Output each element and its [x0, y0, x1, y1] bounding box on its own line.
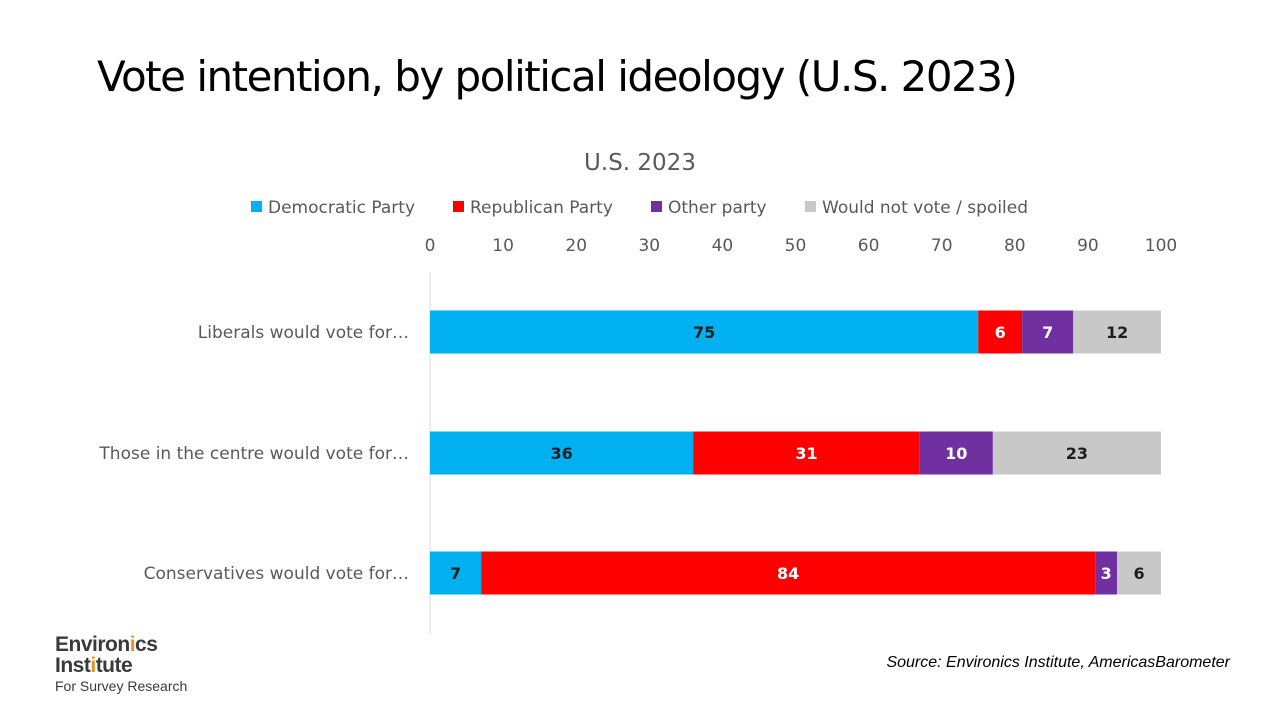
x-tick-label-80: 80	[1004, 236, 1026, 256]
legend-label-4: Would not vote / spoiled	[822, 198, 1028, 218]
x-tick-label-20: 20	[565, 236, 587, 256]
x-tick-label-100: 100	[1145, 236, 1177, 256]
x-tick-label-30: 30	[638, 236, 660, 256]
environics-logo: Environics Institute For Survey Research	[55, 634, 187, 693]
data-label: 6	[995, 323, 1006, 342]
bar-segment	[430, 551, 482, 595]
data-label: 10	[945, 444, 967, 463]
data-label: 7	[1042, 323, 1053, 342]
legend-label-3: Other party	[668, 198, 767, 218]
category-label-3: Conservatives would vote for…	[144, 564, 409, 584]
logo-line-1: Environics	[55, 633, 158, 656]
data-label: 6	[1133, 564, 1144, 583]
x-tick-label-60: 60	[858, 236, 880, 256]
legend-swatch-4	[805, 201, 816, 212]
bar-segment	[481, 551, 1096, 595]
x-tick-label-10: 10	[492, 236, 514, 256]
bar-segment	[430, 310, 979, 354]
bar-segment	[978, 310, 1023, 354]
source-note: Source: Environics Institute, AmericasBa…	[886, 654, 1230, 671]
bar-segment	[992, 431, 1161, 475]
category-label-1: Liberals would vote for…	[198, 323, 409, 343]
legend-label-2: Republican Party	[470, 198, 613, 218]
slide-title: Vote intention, by political ideology (U…	[97, 52, 1018, 101]
legend-label-1: Democratic Party	[268, 198, 415, 218]
x-tick-label-50: 50	[785, 236, 807, 256]
logo-line-3: For Survey Research	[55, 678, 188, 694]
data-label: 75	[693, 323, 715, 342]
legend-swatch-2	[453, 201, 464, 212]
bar-segment	[1073, 310, 1161, 354]
data-label: 12	[1106, 323, 1128, 342]
bar-segment	[693, 431, 920, 475]
legend-swatch-3	[651, 201, 662, 212]
x-tick-label-40: 40	[712, 236, 734, 256]
bar-segment	[1117, 551, 1161, 595]
legend-swatch-1	[251, 201, 262, 212]
data-label: 23	[1066, 444, 1088, 463]
bar-segment	[919, 431, 993, 475]
data-label: 31	[795, 444, 817, 463]
bar-segment	[430, 431, 694, 475]
data-label: 36	[550, 444, 572, 463]
category-label-2: Those in the centre would vote for…	[98, 444, 409, 464]
x-tick-label-0: 0	[425, 236, 436, 256]
bar-segment	[1022, 310, 1074, 354]
data-label: 3	[1101, 564, 1112, 583]
x-tick-label-70: 70	[931, 236, 953, 256]
chart-title: U.S. 2023	[584, 150, 696, 176]
data-label: 84	[777, 564, 799, 583]
data-label: 7	[450, 564, 461, 583]
x-tick-label-90: 90	[1077, 236, 1099, 256]
logo-line-2: Institute	[55, 654, 133, 677]
bar-segment	[1095, 551, 1118, 595]
